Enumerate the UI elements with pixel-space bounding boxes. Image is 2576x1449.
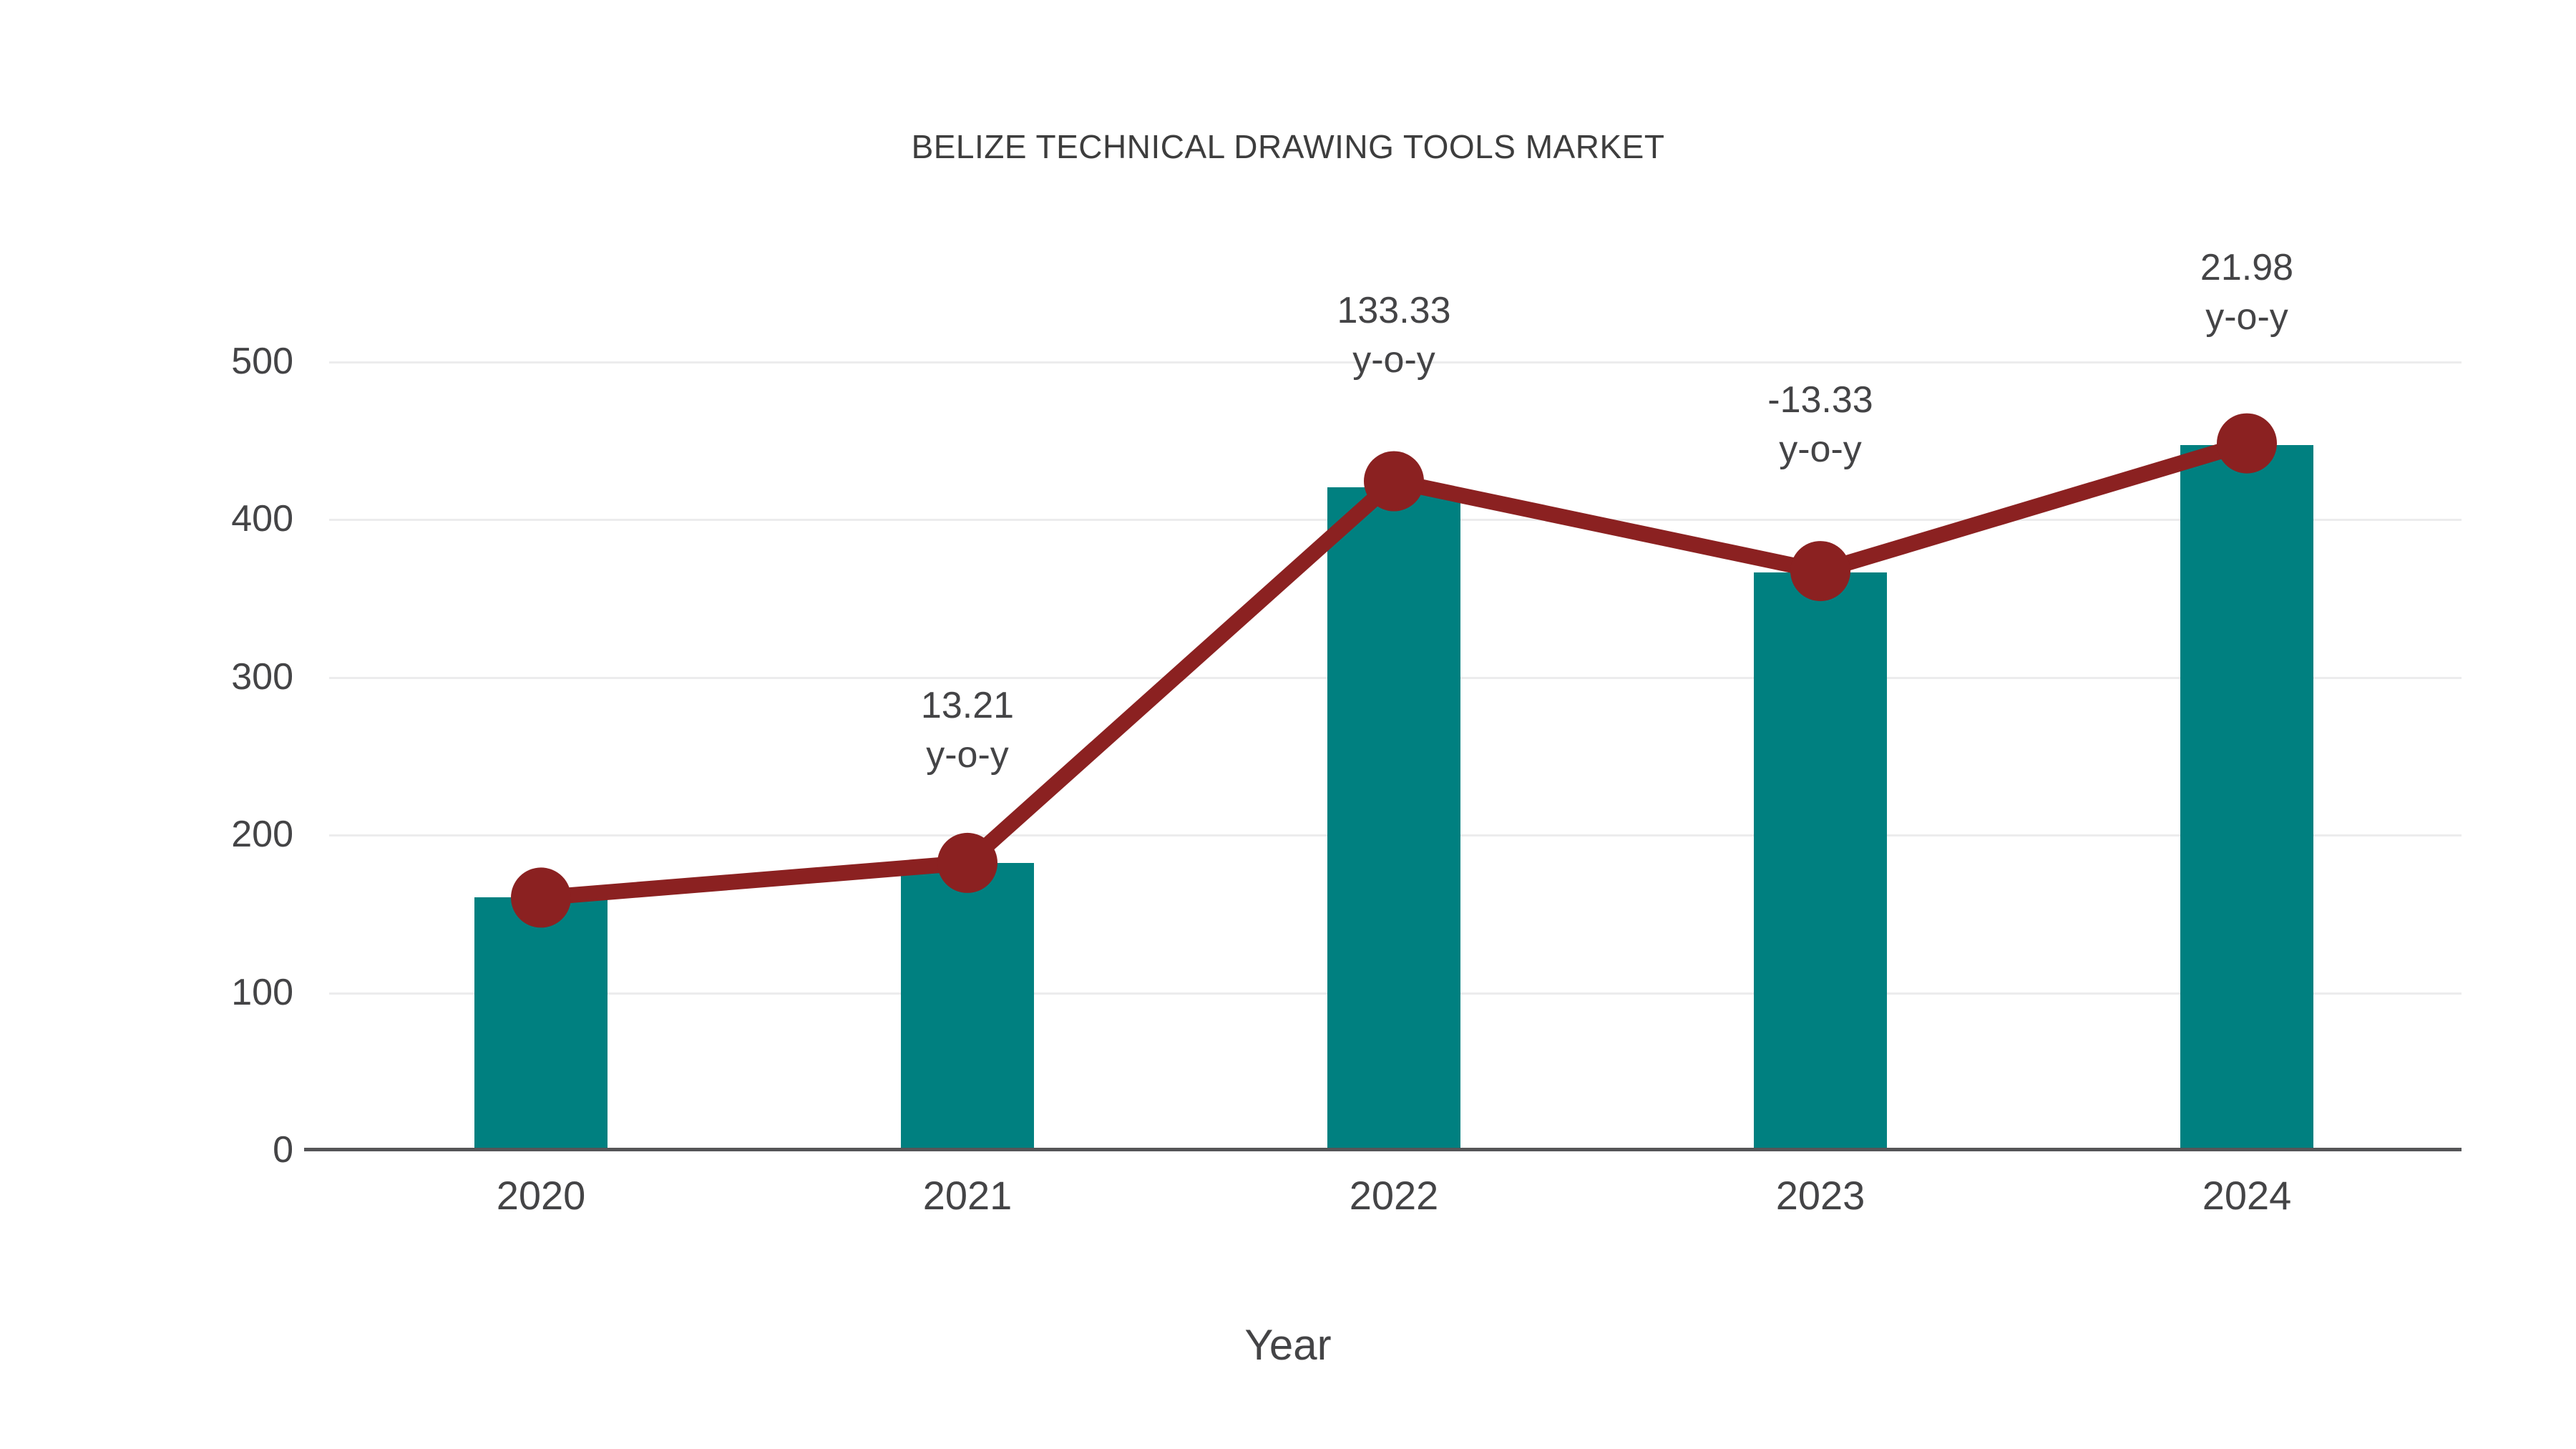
annotation-2023-suffix: y-o-y <box>1779 428 1862 470</box>
x-axis-title: Year <box>1244 1321 1332 1369</box>
annotation-2022: 133.33 y-o-y <box>1236 286 1551 384</box>
annotation-2021-suffix: y-o-y <box>926 733 1009 776</box>
bar-2024[interactable] <box>2180 444 2313 1150</box>
bar-2021[interactable] <box>901 862 1034 1150</box>
gridline-500 <box>329 361 2462 364</box>
annotation-2023: -13.33 y-o-y <box>1663 376 1978 474</box>
x-tick-2021: 2021 <box>922 1173 1013 1218</box>
y-tick-400: 400 <box>231 498 293 540</box>
annotation-2022-value: 133.33 <box>1337 290 1451 331</box>
y-tick-100: 100 <box>231 971 293 1013</box>
annotation-2024-suffix: y-o-y <box>2205 296 2288 338</box>
y-tick-200: 200 <box>231 814 293 856</box>
annotation-2021: 13.21 y-o-y <box>810 681 1125 779</box>
annotation-2022-suffix: y-o-y <box>1352 338 1435 381</box>
annotation-2021-value: 13.21 <box>920 685 1015 726</box>
x-tick-2020: 2020 <box>496 1173 586 1218</box>
x-tick-2023: 2023 <box>1775 1173 1865 1218</box>
bar-2023[interactable] <box>1754 572 1887 1150</box>
x-tick-2022: 2022 <box>1349 1173 1439 1218</box>
y-tick-0: 0 <box>273 1129 293 1171</box>
x-axis-line <box>304 1148 2462 1151</box>
bar-2020[interactable] <box>474 897 608 1150</box>
plot-area <box>329 361 2462 1150</box>
x-tick-2024: 2024 <box>2202 1173 2292 1218</box>
bar-2022[interactable] <box>1327 487 1460 1150</box>
annotation-2024-value: 21.98 <box>2200 247 2294 288</box>
annotation-2023-value: -13.33 <box>1767 379 1873 421</box>
chart-title: BELIZE TECHNICAL DRAWING TOOLS MARKET <box>911 128 1665 165</box>
y-tick-300: 300 <box>231 655 293 698</box>
y-tick-500: 500 <box>231 341 293 382</box>
annotation-2024: 21.98 y-o-y <box>2089 243 2404 341</box>
